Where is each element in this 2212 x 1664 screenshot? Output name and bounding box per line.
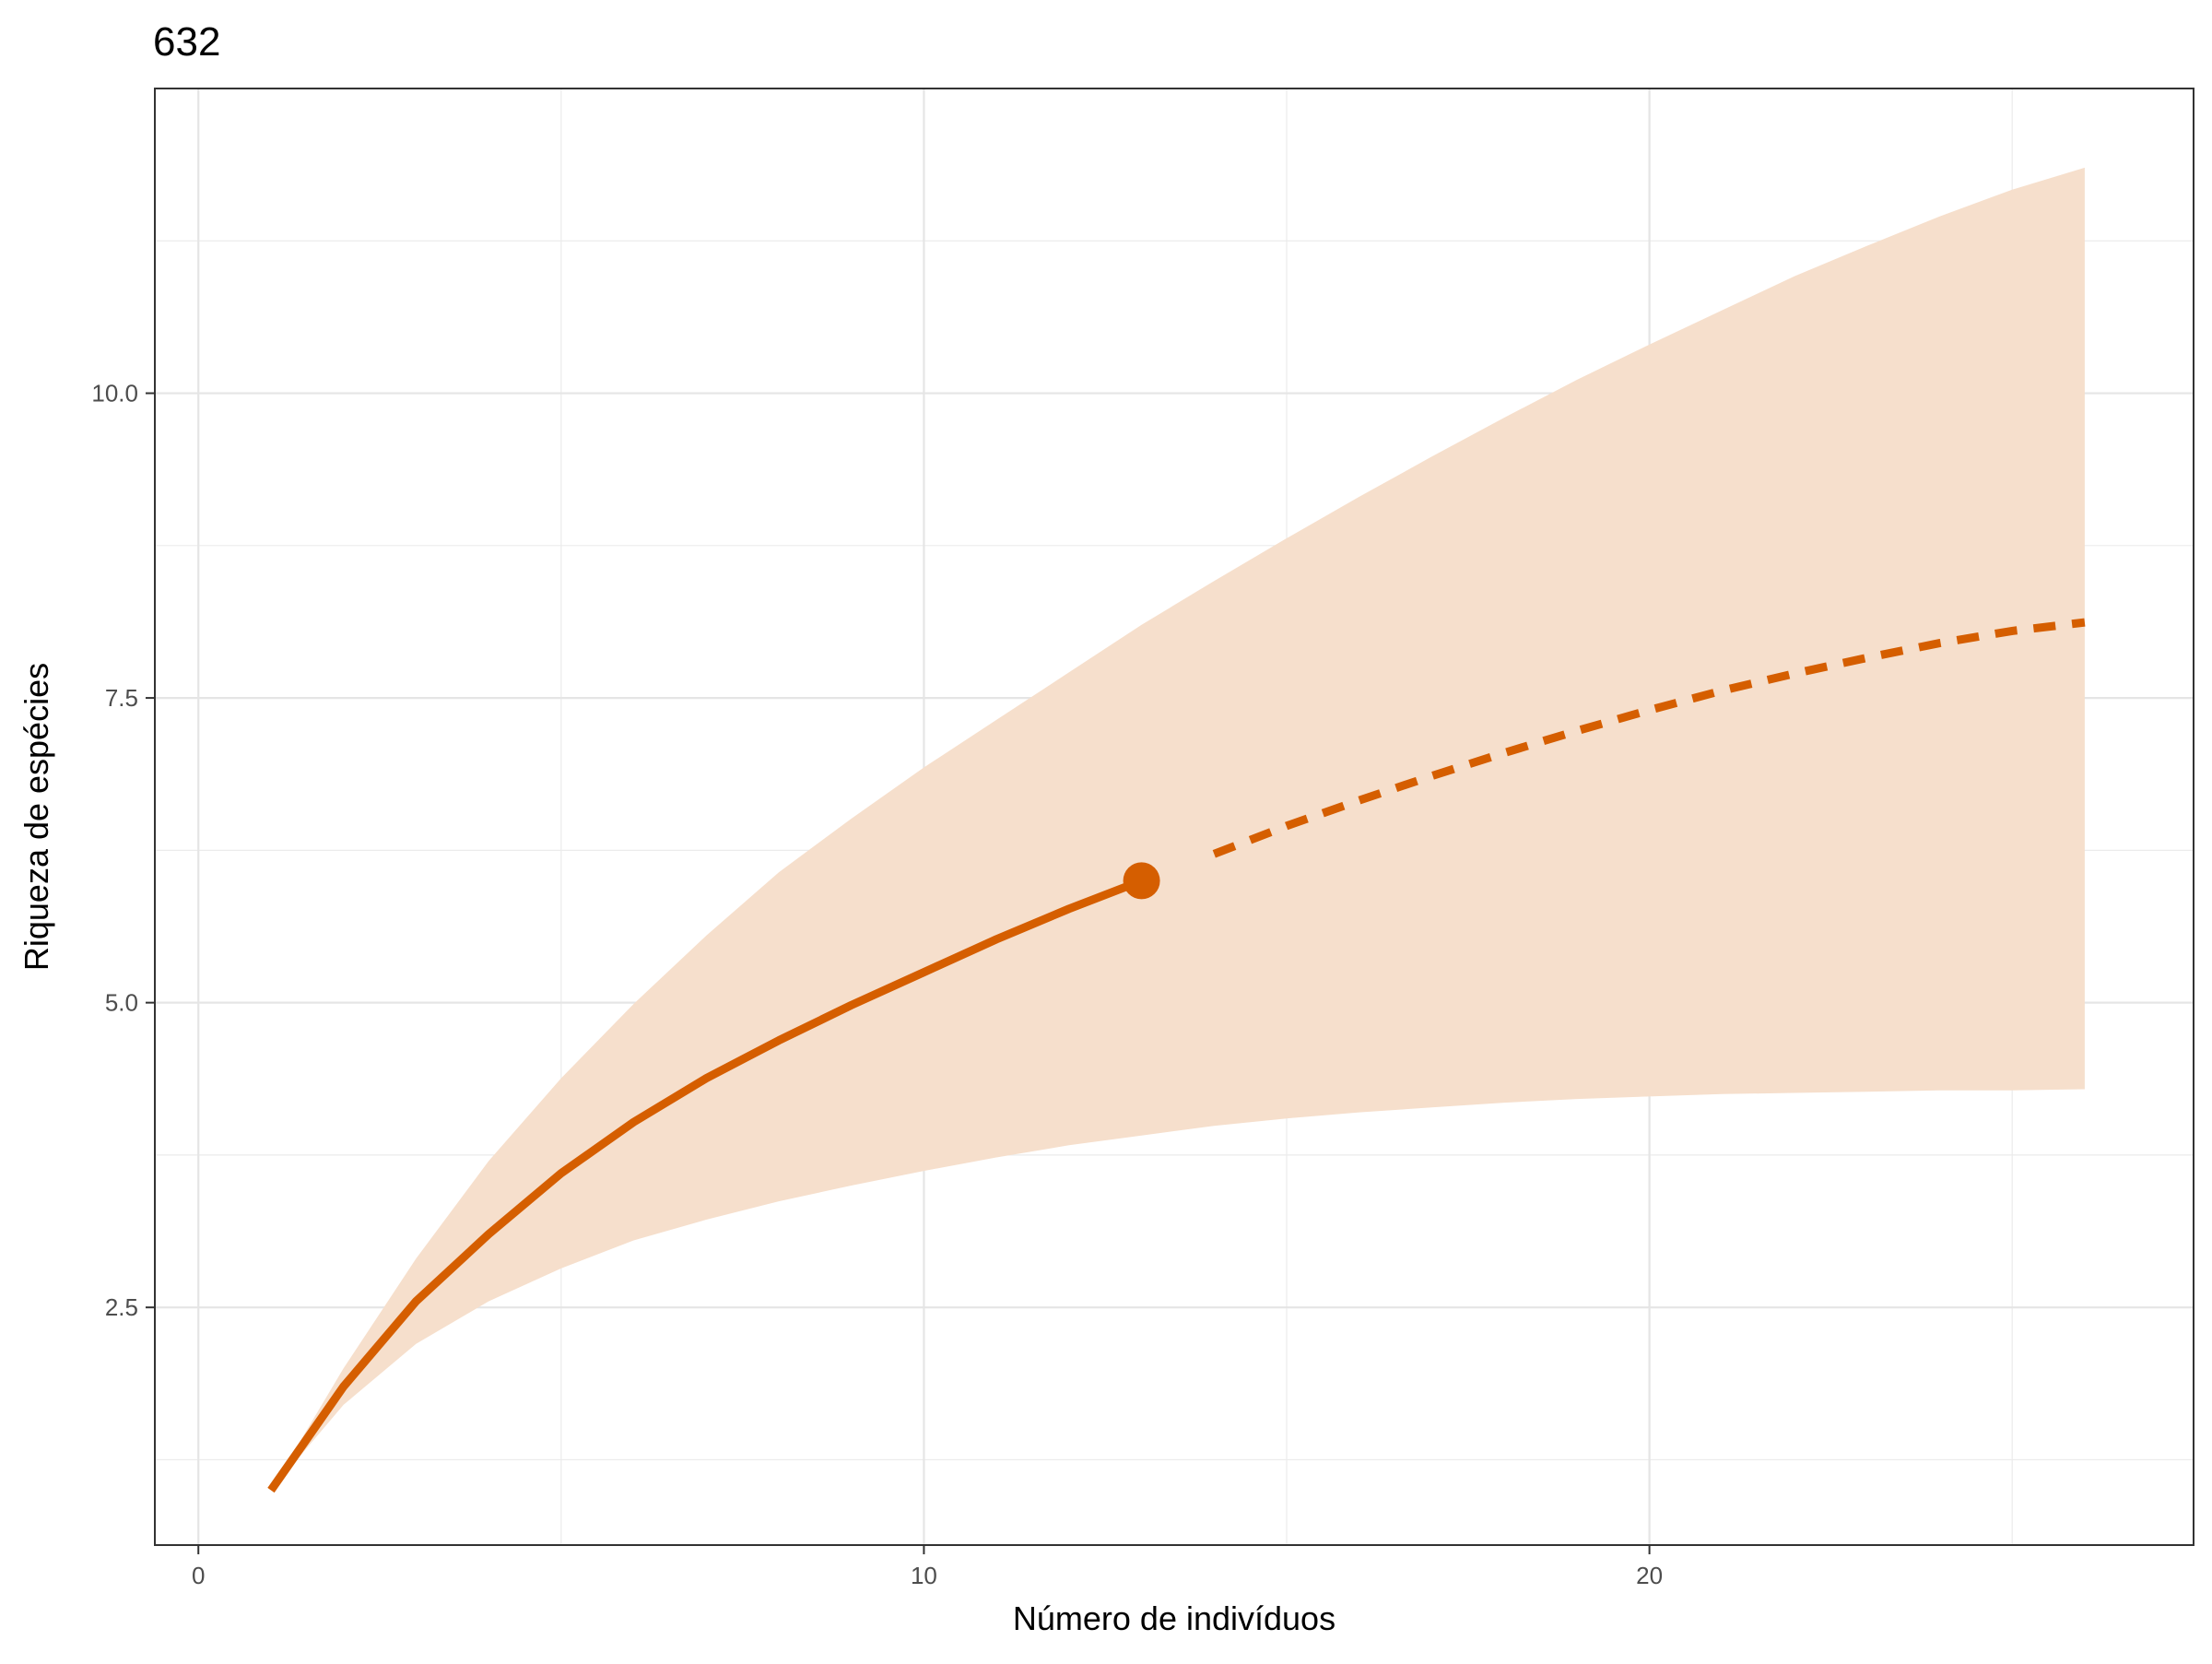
extrapolated-line (1212, 618, 2086, 858)
panel-border (154, 88, 2194, 1546)
y-tick-label: 7.5 (105, 684, 138, 712)
y-tick-label: 5.0 (105, 989, 138, 1017)
axis-ticks: 0 10 20 2.5 5.0 7.5 10.0 (91, 380, 1663, 1589)
y-axis-title: Riqueza de espécies (18, 663, 55, 971)
observed-point (1123, 862, 1160, 900)
x-tick-label: 10 (911, 1562, 937, 1589)
y-tick-label: 10.0 (91, 380, 138, 407)
x-axis-title: Número de indivíduos (1013, 1599, 1335, 1637)
y-tick-label: 2.5 (105, 1293, 138, 1321)
confidence-band (271, 167, 2085, 1491)
x-tick-label: 0 (192, 1562, 205, 1589)
interpolated-line (267, 877, 1144, 1493)
series-layer (267, 618, 2086, 1493)
chart-title: 632 (153, 19, 220, 65)
confidence-band-layer (271, 167, 2085, 1491)
x-tick-label: 20 (1636, 1562, 1663, 1589)
